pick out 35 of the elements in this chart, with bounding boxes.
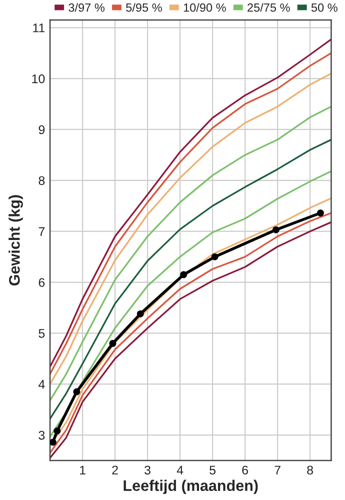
line-series xyxy=(50,138,332,420)
x-tick-label: 1 xyxy=(80,466,86,474)
y-tick-label: 8 xyxy=(38,176,45,186)
y-tick-label: 6 xyxy=(38,278,45,287)
legend-label: 5/95 % xyxy=(126,3,162,12)
legend-label: 50 % xyxy=(311,3,338,12)
legend-label: 25/75 % xyxy=(248,3,290,12)
x-tick-label: 7 xyxy=(274,466,280,474)
y-axis-title: Gewicht (kg) xyxy=(8,195,23,286)
x-tick-label: 8 xyxy=(307,466,314,475)
y-tick-label: 4 xyxy=(38,380,45,389)
x-tick-label: 5 xyxy=(210,466,216,475)
x-tick-label: 6 xyxy=(242,466,248,475)
y-tick-label: 11 xyxy=(33,24,45,32)
y-tick-label: 10 xyxy=(32,74,45,84)
point xyxy=(54,427,61,434)
line-series xyxy=(50,106,332,402)
y-tick-label: 5 xyxy=(38,329,45,338)
x-tick-label: 2 xyxy=(112,466,118,474)
legend-label: 10/90 % xyxy=(184,3,226,12)
x-tick-label: 4 xyxy=(176,466,184,474)
point xyxy=(317,210,324,216)
point xyxy=(180,271,188,278)
point xyxy=(136,310,144,318)
y-tick-label: 3 xyxy=(38,430,45,440)
x-tick-label: 3 xyxy=(144,466,150,475)
point xyxy=(73,388,80,396)
x-axis-title: Leeftijd (maanden) xyxy=(124,480,258,494)
point xyxy=(50,438,56,446)
point xyxy=(109,340,116,347)
y-tick-label: 7 xyxy=(38,227,45,236)
point xyxy=(272,226,280,234)
point xyxy=(211,253,218,260)
legend-label: 3/97 % xyxy=(68,3,105,12)
y-tick-label: 9 xyxy=(38,125,45,134)
